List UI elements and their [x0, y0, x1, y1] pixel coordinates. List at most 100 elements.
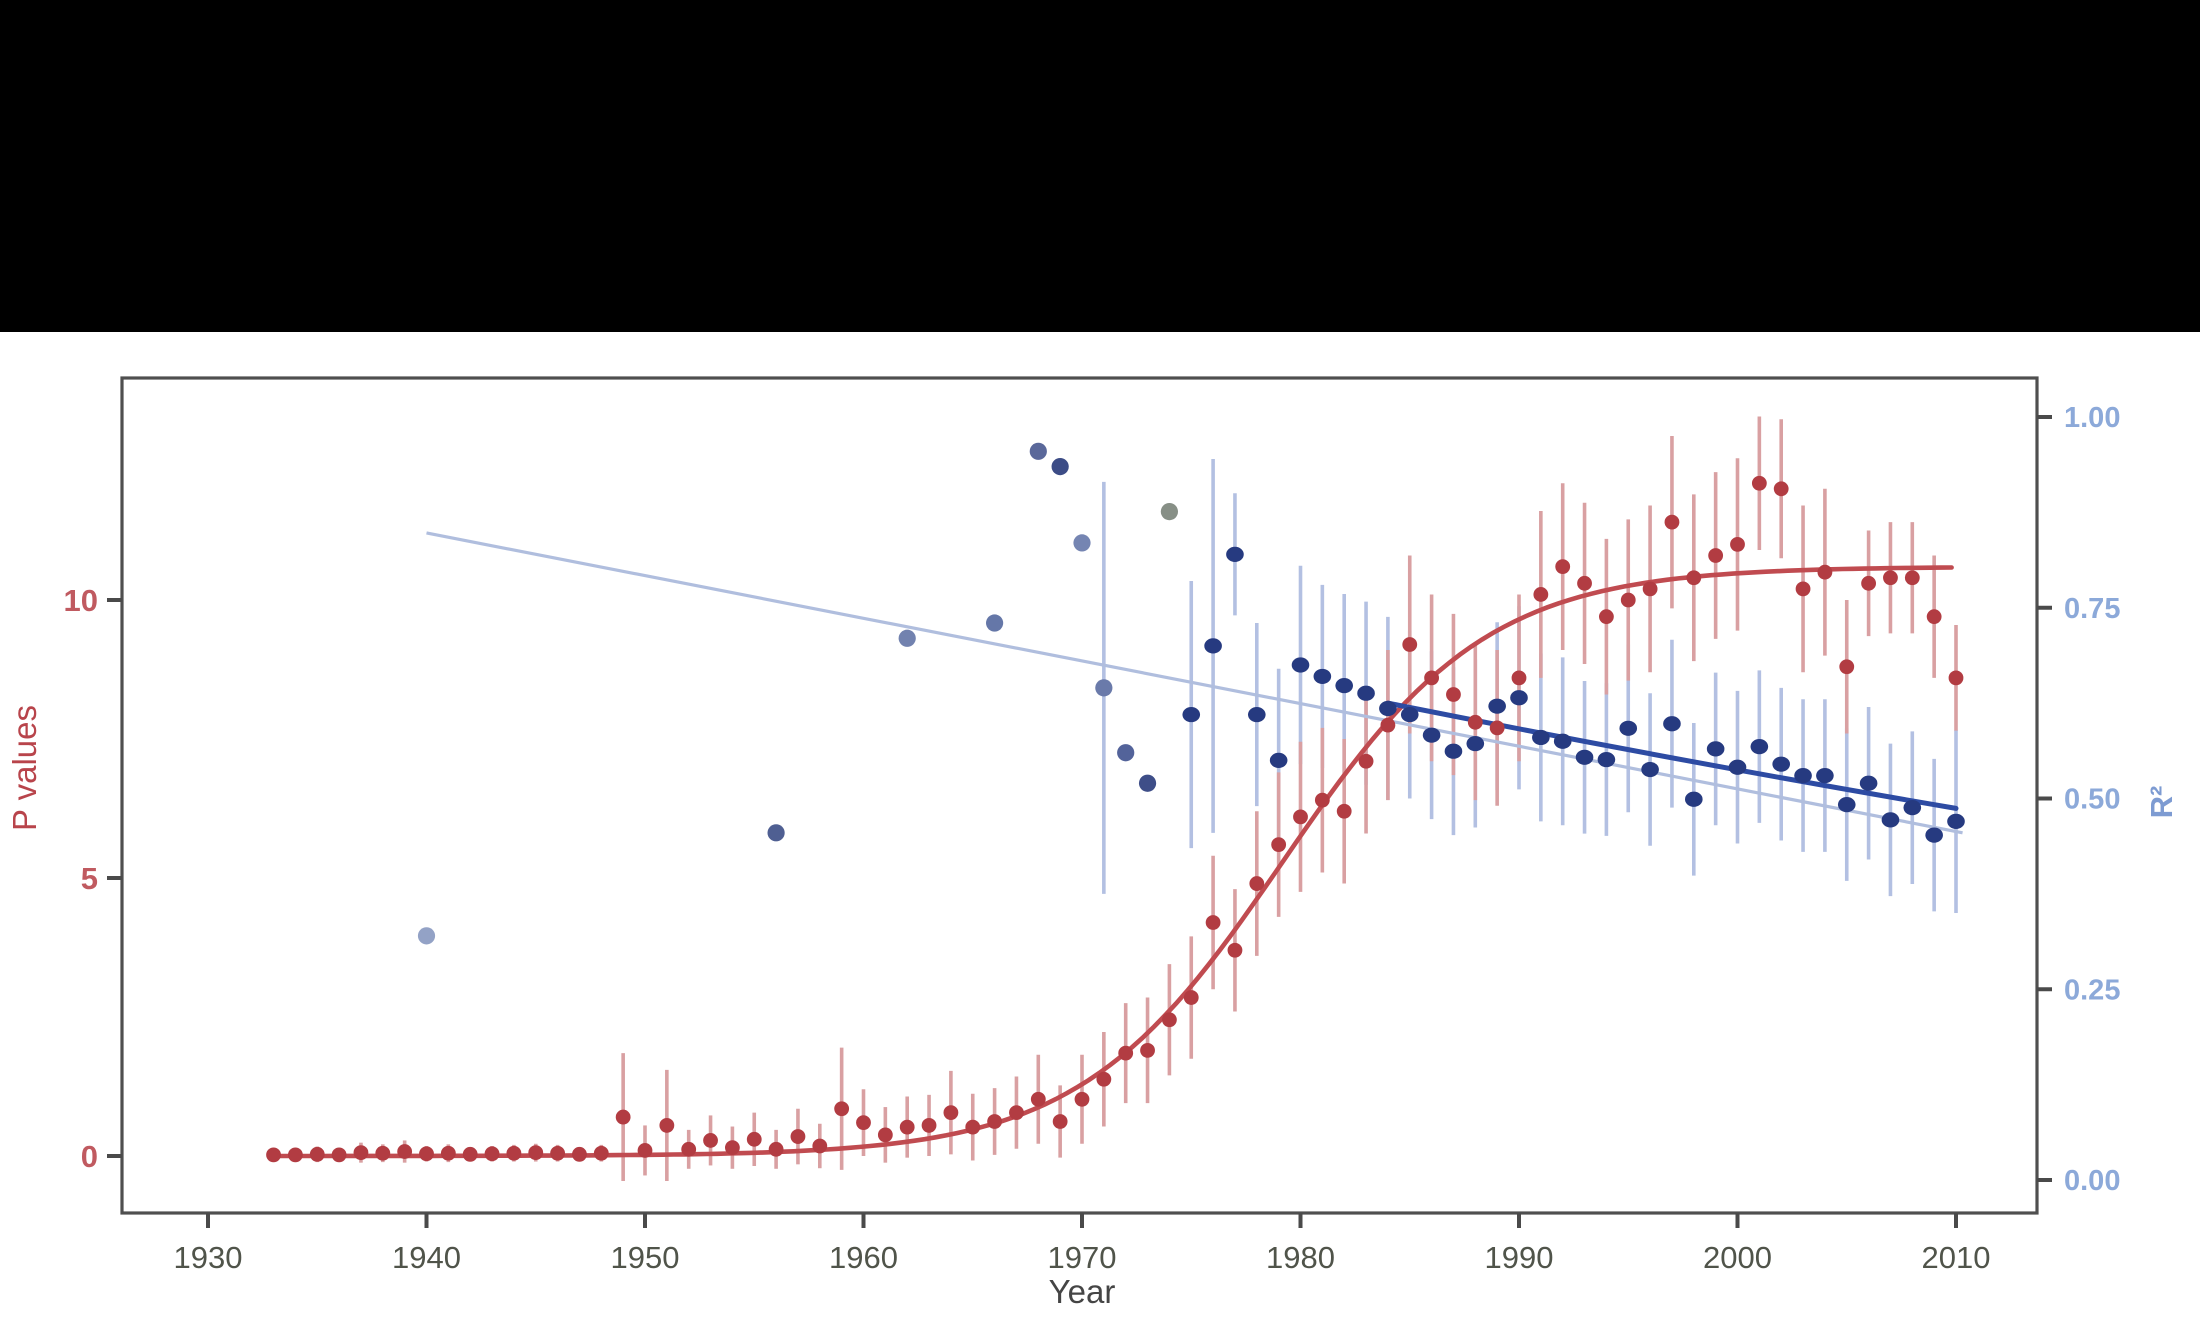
r2-point [1881, 812, 1900, 828]
p-value-point [309, 1146, 325, 1162]
p-value-point [440, 1145, 456, 1161]
r2-point [1269, 752, 1288, 768]
r2-point-sparse [417, 927, 436, 945]
p-value-point [288, 1147, 303, 1163]
p-value-point [1708, 548, 1724, 563]
x-axis-title: Year [1049, 1273, 1116, 1310]
r2-point [1685, 791, 1703, 807]
p-value-point [1424, 670, 1439, 686]
p-value-point [615, 1109, 631, 1125]
right-tick-label: 0.50 [2064, 784, 2120, 816]
p-value-point [462, 1146, 478, 1162]
p-value-point [1904, 570, 1920, 586]
p-value-point [921, 1118, 937, 1133]
p-value-point [1533, 587, 1549, 602]
x-tick-label: 1950 [611, 1240, 680, 1275]
r2-point [1903, 800, 1922, 816]
p-value-point [1446, 687, 1461, 702]
p-value-point [593, 1145, 609, 1161]
r2-point [1248, 706, 1266, 723]
p-value-point [353, 1145, 369, 1161]
p-value-point [725, 1140, 740, 1156]
p-value-point [1817, 564, 1833, 580]
left-tick-label: 0 [81, 1139, 98, 1174]
p-value-point [1205, 915, 1221, 930]
p-value-point [1926, 609, 1942, 625]
p-value-point [1402, 637, 1418, 652]
p-value-point [1118, 1045, 1134, 1061]
right-tick-label: 1.00 [2064, 402, 2120, 434]
r2-point [1422, 727, 1441, 743]
p-value-point [1358, 753, 1374, 769]
r2-point-sparse [898, 629, 916, 647]
p-value-point [834, 1101, 850, 1117]
p-value-point [528, 1145, 544, 1161]
right-tick-label: 0.25 [2064, 974, 2120, 1006]
p-value-point [1577, 575, 1592, 591]
p-value-point [987, 1114, 1002, 1129]
p-value-point [965, 1119, 981, 1135]
p-value-point [659, 1118, 675, 1133]
r2-point [1313, 668, 1332, 685]
p-value-point [637, 1143, 653, 1158]
p-value-point [1030, 1091, 1046, 1107]
left-axis-title: P values [6, 705, 43, 831]
p-value-point [1883, 570, 1898, 586]
r2-point [1597, 751, 1616, 768]
p-value-point [1074, 1091, 1090, 1107]
p-value-point [266, 1147, 281, 1163]
p-value-point [943, 1105, 959, 1121]
right-axis-title: R² [2144, 786, 2179, 819]
r2-point [1400, 706, 1419, 723]
trend-line-light-blue [426, 531, 1963, 835]
p-value-point [1599, 609, 1614, 625]
p-value-point [1183, 990, 1199, 1005]
p-value-point [703, 1133, 718, 1148]
p-value-point [1839, 659, 1855, 675]
r2-point-sparse [1138, 774, 1157, 792]
r2-point [1532, 729, 1550, 746]
r2-point [1772, 756, 1790, 772]
r2-point [1357, 685, 1375, 701]
p-value-point [1773, 481, 1789, 497]
plot-border [120, 376, 2039, 1215]
r2-point [1226, 546, 1244, 562]
x-tick-label: 2000 [1703, 1240, 1772, 1275]
x-tick-label: 1930 [174, 1240, 243, 1275]
r2-point [1510, 690, 1528, 706]
p-value-point [1293, 809, 1308, 825]
p-value-point [1467, 714, 1483, 730]
r2-point [1663, 716, 1681, 732]
p-value-point [397, 1144, 413, 1159]
p-value-point [1620, 592, 1636, 608]
p-value-point [812, 1138, 828, 1154]
r2-point [1379, 700, 1397, 717]
r2-point [1291, 657, 1310, 673]
p-value-point [506, 1145, 522, 1161]
p-value-point [856, 1115, 871, 1131]
x-tick-label: 2010 [1922, 1240, 1991, 1275]
p-value-point [1271, 837, 1287, 853]
p-value-point [1314, 792, 1330, 808]
r2-point-sparse [1029, 442, 1047, 460]
p-value-point [1336, 803, 1352, 819]
p-value-point [1096, 1071, 1112, 1087]
r2-point [1925, 827, 1943, 843]
left-tick-label: 10 [64, 583, 98, 618]
p-value-point [419, 1146, 434, 1162]
r2-point-sparse [1051, 457, 1069, 476]
p-value-point [1140, 1042, 1155, 1058]
logistic-fit-curve-p [266, 565, 1954, 1159]
x-tick-label: 1980 [1266, 1240, 1335, 1275]
right-tick-label: 0.75 [2064, 593, 2120, 625]
p-value-point [1686, 570, 1702, 586]
p-value-point [1861, 575, 1876, 591]
p-value-point [1052, 1114, 1068, 1129]
r2-point [1182, 706, 1201, 723]
p-value-point [1511, 670, 1527, 686]
right-tick-label: 0.00 [2064, 1165, 2120, 1197]
x-tick-label: 1990 [1485, 1240, 1554, 1275]
r2-point [1335, 677, 1353, 694]
p-value-point [746, 1131, 762, 1147]
r2-point-sparse [767, 824, 785, 842]
